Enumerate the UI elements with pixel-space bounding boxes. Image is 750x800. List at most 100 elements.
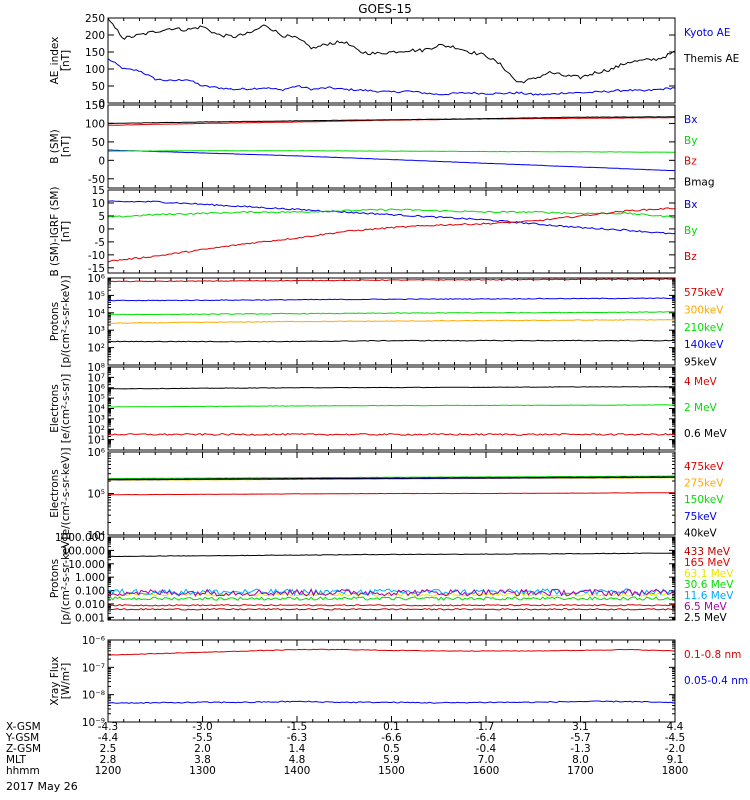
y-tick-label: 150 <box>85 47 105 59</box>
y-tick-label: -15 <box>88 263 105 275</box>
y-tick-label: 1000.000 <box>55 532 105 544</box>
orbit-value: -4.4 <box>98 732 119 744</box>
orbit-value: 5.9 <box>383 754 400 766</box>
orbit-value: 1700 <box>567 765 594 777</box>
y-tick-label: 10⁶ <box>87 383 105 395</box>
legend-entry: Kyoto AE <box>684 27 730 39</box>
panel-frame <box>107 536 676 621</box>
legend-entry: 433 MeV <box>684 546 731 558</box>
series-line-300kev <box>107 319 676 324</box>
series-line-150kev <box>107 475 676 480</box>
y-tick-label: 10³ <box>87 414 105 426</box>
legend-entry: 40keV <box>684 527 718 539</box>
series-line-210kev <box>107 311 676 316</box>
orbit-value: 3.1 <box>572 721 589 733</box>
series-line-by <box>108 150 675 153</box>
panel-frame <box>107 17 676 104</box>
y-tick-label: 1.000 <box>75 572 105 584</box>
series-line-2-5-mev <box>107 552 675 558</box>
y-axis-label: Electrons <box>49 384 61 433</box>
y-tick-label: -5 <box>95 237 105 249</box>
orbit-value: -6.4 <box>476 732 497 744</box>
panel-1: 0 50 100 150 200 250 AE_index [nT] Kyoto AE Themi… <box>49 13 739 110</box>
y-axis-label: [W/m²] <box>60 663 72 700</box>
y-tick-label: 10⁴ <box>87 530 105 542</box>
y-tick-label: 50 <box>92 81 105 93</box>
y-axis-label: Protons <box>49 302 61 341</box>
y-tick-label: -10 <box>88 250 105 262</box>
orbit-row-label: Z-GSM <box>6 743 41 755</box>
orbit-value: 3.8 <box>194 754 211 766</box>
legend-entry: 140keV <box>684 339 724 351</box>
y-axis-label: B (SM)-IGRF (SM) <box>49 186 61 276</box>
date-label: 2017 May 26 <box>6 780 78 793</box>
y-tick-label: 10⁵ <box>87 393 105 405</box>
y-tick-label: 0.100 <box>75 586 105 598</box>
panel-frame <box>107 104 676 189</box>
orbit-value: 1.4 <box>289 743 306 755</box>
y-axis-label: [p/(cm²-s-sr-keV)] <box>60 532 72 624</box>
legend-entry: 95keV <box>684 357 718 369</box>
legend-entry: 210keV <box>684 322 724 334</box>
panel-frame <box>107 277 676 366</box>
y-axis-label: Protons <box>49 559 61 598</box>
y-tick-label: 0.010 <box>75 599 105 611</box>
series-line-4-mev <box>107 433 676 436</box>
panel-frame <box>107 639 676 723</box>
y-tick-label: 0 <box>98 224 105 236</box>
y-axis-label: [e/(cm²-s-sr)] <box>60 374 72 443</box>
y-axis-label: [nT] <box>60 136 72 157</box>
series-line-2-mev <box>107 404 676 408</box>
y-tick-label: 10⁷ <box>87 372 105 384</box>
y-tick-label: 10⁻⁷ <box>82 662 105 674</box>
legend-entry: By <box>684 225 697 237</box>
legend-entry: 30.6 MeV <box>684 579 734 591</box>
legend-entry: 475keV <box>684 461 724 473</box>
panel-frame <box>107 366 676 451</box>
legend-entry: 575keV <box>684 287 724 299</box>
legend-entry: 2 MeV <box>684 402 718 414</box>
legend-entry: 6.5 MeV <box>684 601 728 613</box>
series-line-0-1-0-8-nm <box>107 648 676 656</box>
y-tick-label: 250 <box>85 13 105 25</box>
orbit-table: X-GSM -4.3 -3.0 -1.5 0.1 1.7 3.1 4.4 Y-GSM -4.4 -5… <box>5 721 688 777</box>
orbit-value: 7.0 <box>478 754 495 766</box>
orbit-value: 0.5 <box>383 743 400 755</box>
series-line-140kev <box>107 297 676 302</box>
y-tick-label: 100 <box>85 64 105 76</box>
legend-entry: 275keV <box>684 478 724 490</box>
y-axis-label: [p/(cm²-s-sr-keV)] <box>60 275 72 367</box>
orbit-value: 8.0 <box>572 754 589 766</box>
y-tick-label: 10² <box>87 343 105 355</box>
orbit-value: 4.8 <box>289 754 306 766</box>
legend-entry: 0.05-0.4 nm <box>684 675 748 687</box>
y-axis-label: AE_index <box>49 37 61 85</box>
y-axis-label: B (SM) <box>49 129 61 163</box>
orbit-value: -3.0 <box>192 721 213 733</box>
orbit-value: -0.4 <box>476 743 497 755</box>
series-line-40kev <box>107 476 675 480</box>
orbit-row-label: X-GSM <box>6 721 41 733</box>
legend-entry: 165 MeV <box>684 557 731 569</box>
orbit-row-label: Y-GSM <box>5 732 39 744</box>
series-line-by <box>107 208 676 219</box>
y-tick-label: 10³ <box>87 325 105 337</box>
panel-2: -50 0 50 100 150 B (SM) [nT] Bx By Bz Bmag <box>49 100 715 189</box>
y-tick-label: 200 <box>85 30 105 42</box>
series-line-kyoto-ae <box>107 58 676 96</box>
y-axis-label: [nT] <box>60 221 72 242</box>
orbit-row-label: hhmm <box>6 765 40 777</box>
y-axis-label: Xray Flux <box>49 656 61 705</box>
y-tick-label: 5 <box>98 211 105 223</box>
orbit-value: -1.5 <box>287 721 308 733</box>
orbit-value: 1200 <box>95 765 122 777</box>
orbit-value: -5.5 <box>192 732 213 744</box>
orbit-value: 1500 <box>378 765 405 777</box>
orbit-row-label: MLT <box>6 754 26 766</box>
panel-4: 10² 10³ 10⁴ 10⁵ 10⁶ Protons [p/(cm²-s-sr-keV)]… <box>49 273 724 369</box>
series-line-30-6-mev <box>107 596 676 601</box>
